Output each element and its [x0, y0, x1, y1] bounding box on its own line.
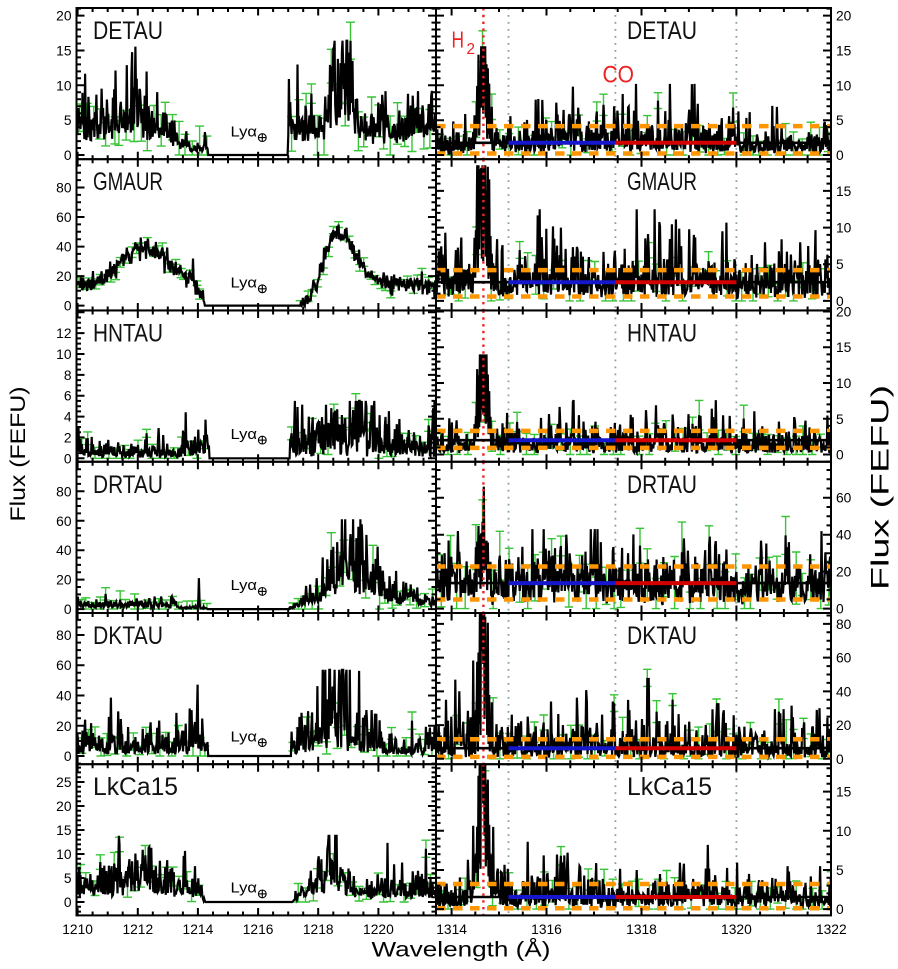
svg-text:5: 5 — [64, 871, 72, 886]
svg-text:60: 60 — [56, 210, 72, 225]
svg-text:15: 15 — [836, 785, 852, 800]
svg-text:15: 15 — [56, 823, 72, 838]
svg-text:20: 20 — [836, 565, 852, 580]
svg-text:1214: 1214 — [183, 922, 214, 937]
svg-text:6: 6 — [64, 389, 72, 404]
svg-text:10: 10 — [56, 78, 72, 93]
svg-text:Lyα: Lyα — [231, 275, 258, 292]
svg-text:Lyα: Lyα — [231, 880, 258, 897]
svg-text:20: 20 — [56, 573, 72, 588]
svg-text:Wavelength (Å): Wavelength (Å) — [372, 939, 551, 962]
svg-text:H: H — [452, 27, 465, 53]
svg-text:0: 0 — [836, 602, 844, 617]
svg-text:GMAUR: GMAUR — [627, 168, 697, 196]
svg-text:LkCa15: LkCa15 — [627, 773, 712, 801]
svg-text:0: 0 — [64, 299, 72, 314]
svg-text:1316: 1316 — [531, 922, 562, 937]
svg-text:0: 0 — [64, 749, 72, 764]
svg-text:5: 5 — [836, 863, 844, 878]
svg-text:10: 10 — [56, 347, 72, 362]
svg-text:5: 5 — [64, 113, 72, 128]
svg-text:1212: 1212 — [122, 922, 153, 937]
svg-text:0: 0 — [836, 448, 844, 463]
svg-text:80: 80 — [56, 181, 72, 196]
svg-text:60: 60 — [56, 514, 72, 529]
svg-text:Lyα: Lyα — [231, 728, 258, 745]
svg-text:60: 60 — [56, 658, 72, 673]
svg-text:0: 0 — [836, 294, 844, 309]
svg-text:1318: 1318 — [626, 922, 657, 937]
svg-text:Flux (FEFU): Flux (FEFU) — [7, 387, 30, 522]
svg-text:20: 20 — [56, 799, 72, 814]
svg-text:12: 12 — [56, 326, 71, 341]
svg-text:0: 0 — [836, 902, 844, 917]
svg-text:DKTAU: DKTAU — [627, 622, 697, 650]
svg-text:20: 20 — [56, 719, 72, 734]
svg-text:20: 20 — [836, 718, 852, 733]
svg-text:5: 5 — [836, 113, 844, 128]
svg-text:1322: 1322 — [816, 922, 847, 937]
svg-text:Lyα: Lyα — [231, 123, 258, 140]
svg-text:10: 10 — [836, 78, 852, 93]
svg-text:HNTAU: HNTAU — [93, 320, 163, 348]
svg-text:DRTAU: DRTAU — [627, 471, 697, 499]
svg-text:GMAUR: GMAUR — [93, 168, 163, 196]
svg-text:5: 5 — [836, 412, 844, 427]
svg-text:Flux (FEFU): Flux (FEFU) — [867, 385, 895, 590]
svg-text:80: 80 — [56, 628, 72, 643]
svg-text:20: 20 — [836, 305, 852, 320]
svg-text:0: 0 — [836, 148, 844, 163]
svg-text:0: 0 — [836, 752, 844, 767]
svg-text:20: 20 — [56, 269, 72, 284]
svg-text:CO: CO — [603, 62, 635, 89]
svg-text:40: 40 — [56, 240, 72, 255]
svg-text:DETAU: DETAU — [93, 17, 163, 45]
svg-text:0: 0 — [64, 148, 72, 163]
svg-text:1320: 1320 — [721, 922, 752, 937]
svg-text:0: 0 — [64, 602, 72, 617]
svg-text:60: 60 — [836, 491, 852, 506]
svg-text:5: 5 — [836, 257, 844, 272]
svg-text:1210: 1210 — [62, 922, 93, 937]
svg-text:Lyα: Lyα — [231, 426, 258, 443]
svg-text:40: 40 — [56, 543, 72, 558]
svg-text:0: 0 — [64, 895, 72, 910]
svg-text:40: 40 — [836, 528, 852, 543]
svg-text:60: 60 — [836, 651, 852, 666]
svg-text:0: 0 — [64, 451, 72, 466]
svg-text:DRTAU: DRTAU — [93, 471, 163, 499]
svg-text:40: 40 — [836, 684, 852, 699]
svg-text:10: 10 — [836, 221, 852, 236]
svg-text:15: 15 — [836, 184, 852, 199]
svg-text:10: 10 — [836, 376, 852, 391]
svg-text:1216: 1216 — [243, 922, 274, 937]
svg-text:15: 15 — [836, 340, 852, 355]
svg-text:25: 25 — [56, 775, 72, 790]
svg-text:15: 15 — [56, 44, 72, 59]
svg-text:1218: 1218 — [303, 922, 334, 937]
svg-text:10: 10 — [56, 847, 72, 862]
svg-text:80: 80 — [56, 484, 72, 499]
svg-text:80: 80 — [836, 617, 852, 632]
svg-text:1314: 1314 — [436, 922, 467, 937]
svg-text:2: 2 — [64, 430, 72, 445]
svg-text:20: 20 — [836, 9, 852, 24]
svg-text:2: 2 — [467, 41, 476, 58]
svg-text:1220: 1220 — [363, 922, 394, 937]
svg-text:4: 4 — [64, 410, 72, 425]
svg-text:8: 8 — [64, 368, 72, 383]
svg-text:LkCa15: LkCa15 — [93, 773, 178, 801]
svg-text:20: 20 — [56, 9, 72, 24]
svg-text:DKTAU: DKTAU — [93, 622, 163, 650]
svg-text:DETAU: DETAU — [627, 17, 697, 45]
svg-text:10: 10 — [836, 824, 852, 839]
svg-text:15: 15 — [836, 44, 852, 59]
svg-text:HNTAU: HNTAU — [627, 320, 697, 348]
svg-text:40: 40 — [56, 689, 72, 704]
svg-text:Lyα: Lyα — [231, 577, 258, 594]
